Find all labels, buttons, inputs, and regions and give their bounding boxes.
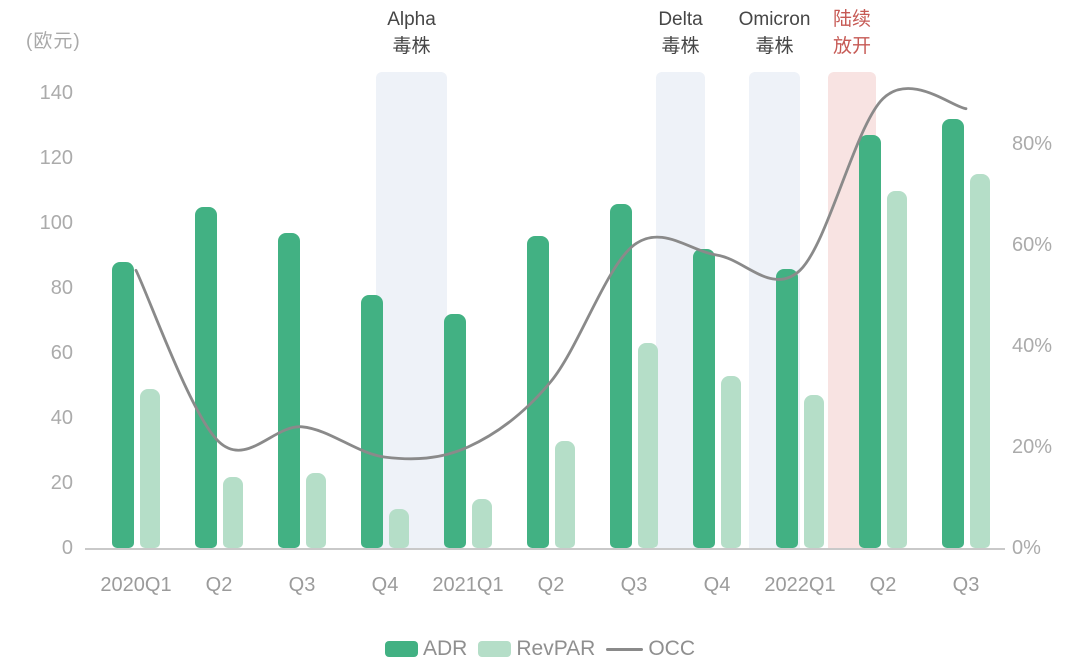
annotation-omicron-line: 毒株 bbox=[755, 36, 794, 57]
annotation-delta-line: 毒株 bbox=[661, 36, 700, 57]
revpar-bar bbox=[223, 476, 243, 548]
unit-label: (欧元) bbox=[26, 31, 81, 52]
x-axis-label: 2021Q1 bbox=[432, 574, 504, 596]
annotation-reopening: 陆续 放开 bbox=[772, 6, 932, 60]
left-axis-tick: 20 bbox=[50, 472, 73, 494]
x-axis-label: Q4 bbox=[703, 574, 731, 596]
x-axis-label: Q3 bbox=[620, 574, 648, 596]
annotation-alpha: Alpha 毒株 bbox=[332, 6, 492, 60]
annotation-alpha-line: 毒株 bbox=[392, 36, 431, 57]
annotation-omicron: Omicron 毒株 bbox=[695, 6, 855, 60]
legend-item-occ: OCC bbox=[606, 637, 695, 661]
legend-item-adr: ADR bbox=[385, 637, 467, 661]
legend-swatch-occ bbox=[606, 647, 644, 651]
left-axis-tick: 0 bbox=[61, 537, 73, 559]
revpar-bar bbox=[555, 440, 575, 548]
adr-bar bbox=[112, 262, 134, 548]
x-axis-line bbox=[85, 548, 1005, 550]
x-axis-label: Q4 bbox=[371, 574, 399, 596]
left-axis-tick: 60 bbox=[50, 342, 73, 364]
revpar-bar bbox=[970, 174, 990, 548]
annotation-delta-line: Delta bbox=[658, 9, 703, 30]
left-axis-tick: 120 bbox=[39, 147, 73, 169]
left-axis-tick: 40 bbox=[50, 407, 73, 429]
legend-swatch-adr bbox=[385, 641, 418, 657]
left-axis-tick: 140 bbox=[39, 82, 73, 104]
x-axis-label: Q2 bbox=[537, 574, 565, 596]
right-axis-tick: 0% bbox=[1012, 537, 1041, 559]
x-axis-label: Q2 bbox=[205, 574, 233, 596]
left-axis-tick: 80 bbox=[50, 277, 73, 299]
annotation-reopening-line: 陆续 bbox=[832, 9, 871, 30]
legend-label: RevPAR bbox=[516, 637, 596, 660]
revpar-bar bbox=[389, 509, 409, 548]
x-axis-label: Q3 bbox=[952, 574, 980, 596]
legend-label: ADR bbox=[423, 637, 468, 660]
right-axis-tick: 80% bbox=[1012, 133, 1053, 155]
x-axis-label: Q2 bbox=[869, 574, 897, 596]
right-axis-tick: 60% bbox=[1012, 234, 1053, 256]
annotation-alpha-line: Alpha bbox=[387, 9, 436, 30]
annotation-omicron-line: Omicron bbox=[738, 9, 811, 30]
left-axis-tick: 100 bbox=[39, 212, 73, 234]
revpar-bar bbox=[306, 473, 326, 548]
x-axis-label: 2022Q1 bbox=[764, 574, 836, 596]
x-axis-label: 2020Q1 bbox=[100, 574, 172, 596]
right-axis-tick: 20% bbox=[1012, 436, 1053, 458]
legend-label: OCC bbox=[648, 637, 695, 660]
right-axis-tick: 40% bbox=[1012, 335, 1053, 357]
x-axis-label: Q3 bbox=[288, 574, 316, 596]
annotation-delta: Delta 毒株 bbox=[601, 6, 761, 60]
legend-swatch-revpar bbox=[478, 641, 512, 657]
revpar-bar bbox=[472, 499, 492, 548]
legend-item-revpar: RevPAR bbox=[478, 637, 595, 661]
legend: ADR RevPAR OCC bbox=[0, 637, 1080, 661]
annotation-reopening-line: 放开 bbox=[832, 36, 871, 57]
